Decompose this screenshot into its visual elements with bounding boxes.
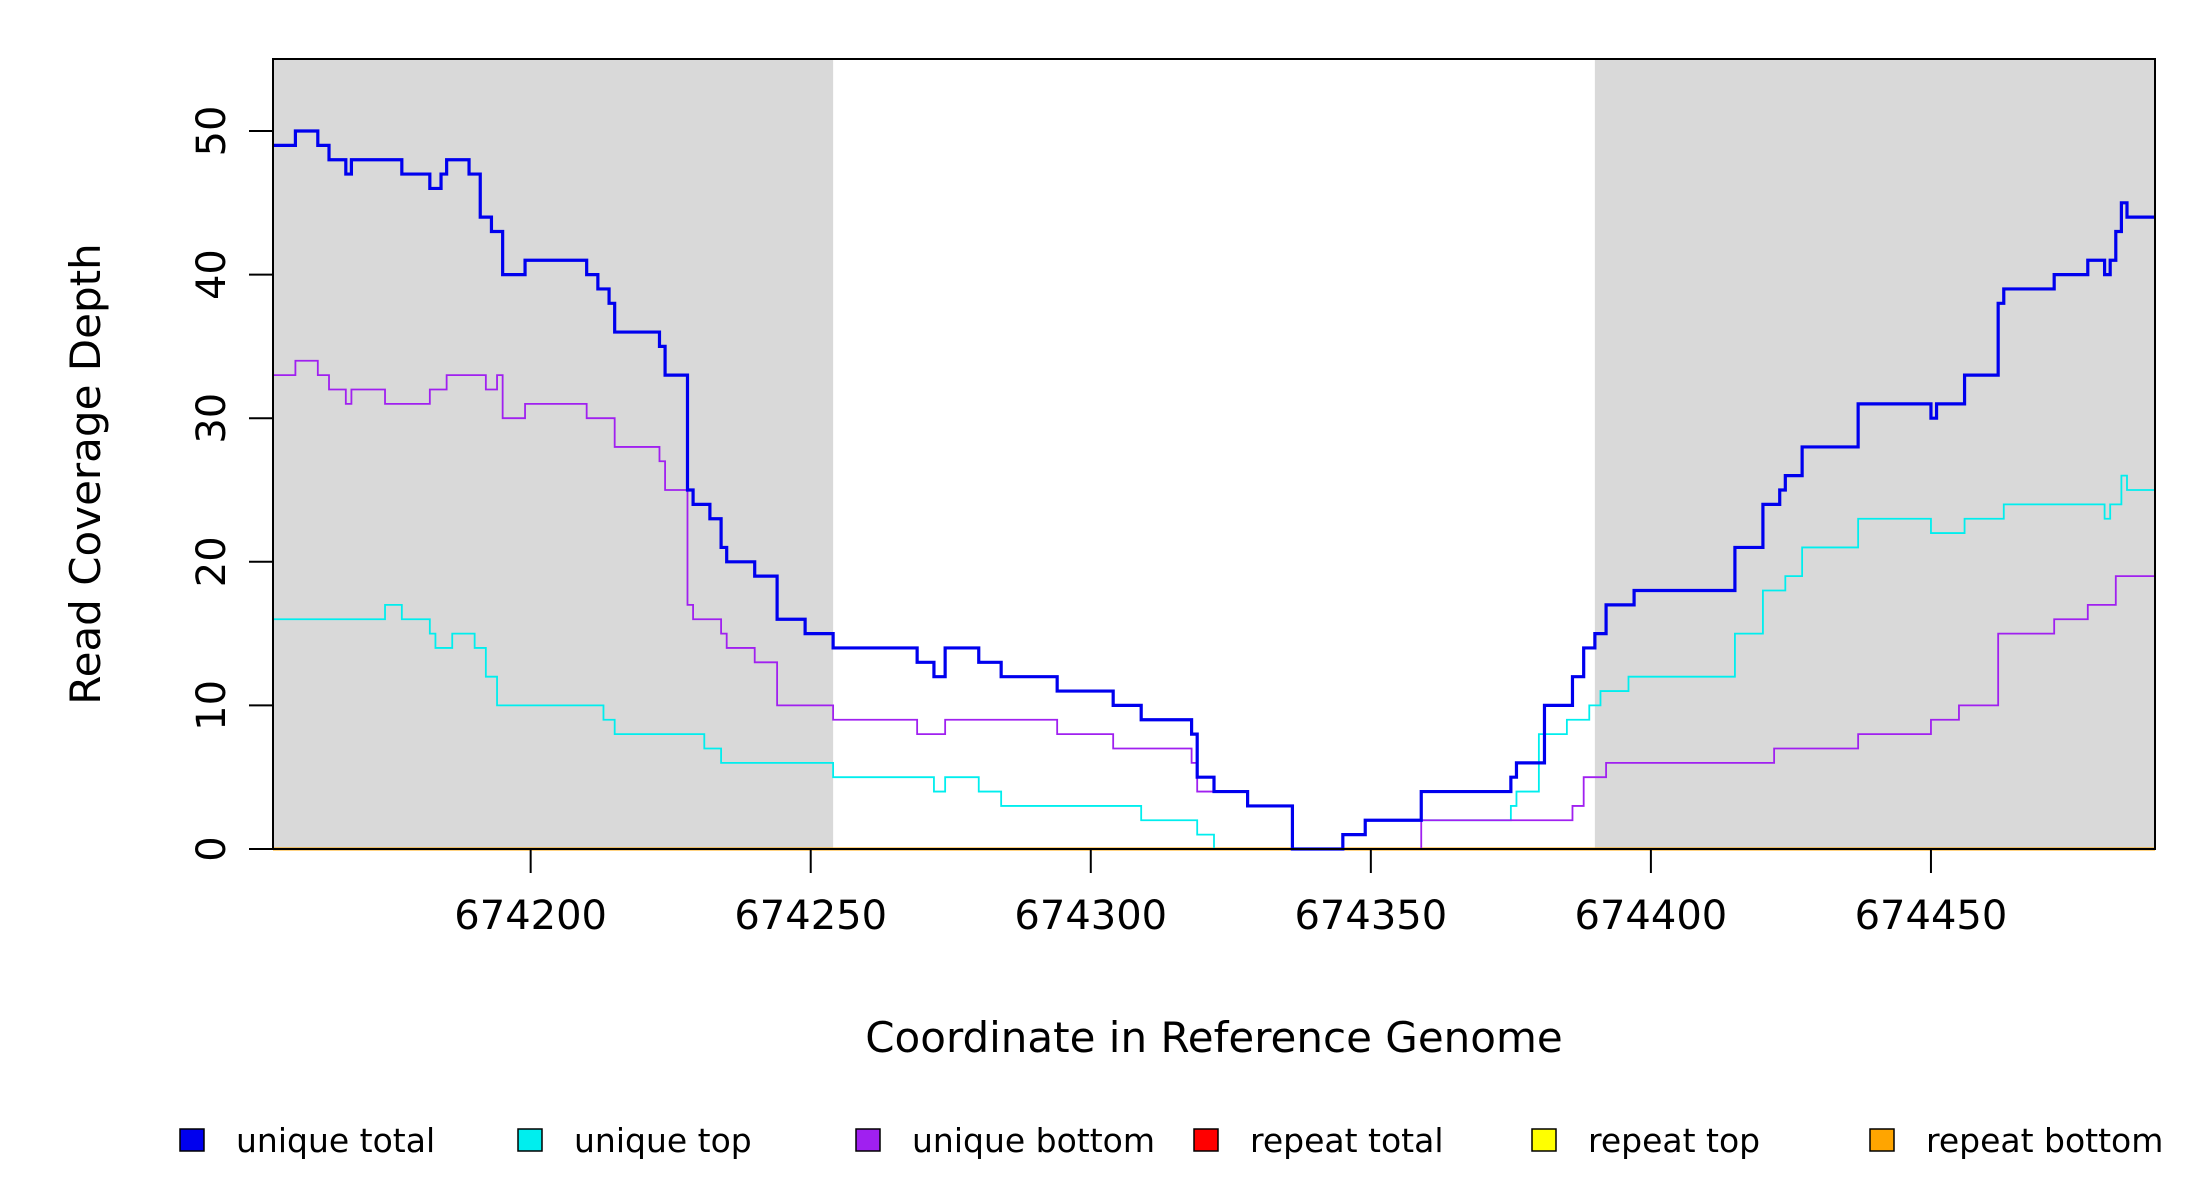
- legend-label: repeat bottom: [1926, 1121, 2163, 1160]
- legend-swatch: [855, 1128, 881, 1152]
- y-tick-label-0: 0: [189, 836, 235, 861]
- x-tick-label-674450: 674450: [1855, 893, 2008, 939]
- x-tick-label-674400: 674400: [1575, 893, 1728, 939]
- y-axis-label: Read Coverage Depth: [61, 243, 110, 704]
- legend-item-repeat-bottom: repeat bottom: [1869, 1121, 2163, 1160]
- x-tick-label-674350: 674350: [1294, 893, 1447, 939]
- legend-label: unique top: [574, 1121, 752, 1160]
- shaded-region-2: [1594, 59, 2155, 849]
- legend-item-unique-bottom: unique bottom: [855, 1121, 1155, 1160]
- legend-label: unique total: [236, 1121, 435, 1160]
- legend-item-repeat-total: repeat total: [1193, 1121, 1444, 1160]
- y-tick-label-50: 50: [189, 106, 235, 157]
- y-tick-label-30: 30: [189, 393, 235, 444]
- x-tick-label-674200: 674200: [454, 893, 607, 939]
- legend-swatch: [1193, 1128, 1219, 1152]
- legend: unique total unique top unique bottom repea…: [179, 1121, 2163, 1160]
- x-axis-label: Coordinate in Reference Genome: [865, 1013, 1563, 1062]
- legend-swatch: [1531, 1128, 1557, 1152]
- legend-item-repeat-top: repeat top: [1531, 1121, 1760, 1160]
- legend-item-unique-top: unique top: [517, 1121, 752, 1160]
- y-axis: 0 10 20 30 40 50: [189, 106, 273, 862]
- legend-label: repeat top: [1588, 1121, 1760, 1160]
- legend-swatch: [517, 1128, 543, 1152]
- shaded-region-1: [273, 59, 834, 849]
- x-tick-label-674250: 674250: [734, 893, 887, 939]
- x-axis: 674200 674250 674300 674350 674400 674450: [454, 849, 2007, 939]
- plot-border: [272, 58, 2156, 850]
- legend-swatch: [179, 1128, 205, 1152]
- y-tick-label-40: 40: [189, 249, 235, 300]
- shaded-regions: [273, 59, 2155, 849]
- x-tick-label-674300: 674300: [1014, 893, 1167, 939]
- legend-swatch: [1869, 1128, 1895, 1152]
- legend-label: unique bottom: [912, 1121, 1155, 1160]
- series-unique-bottom: [273, 359, 2155, 850]
- y-tick-label-20: 20: [189, 536, 235, 587]
- legend-label: repeat total: [1250, 1121, 1444, 1160]
- series-unique-total: [273, 129, 2155, 851]
- y-tick-label-10: 10: [189, 680, 235, 731]
- legend-item-unique-total: unique total: [179, 1121, 435, 1160]
